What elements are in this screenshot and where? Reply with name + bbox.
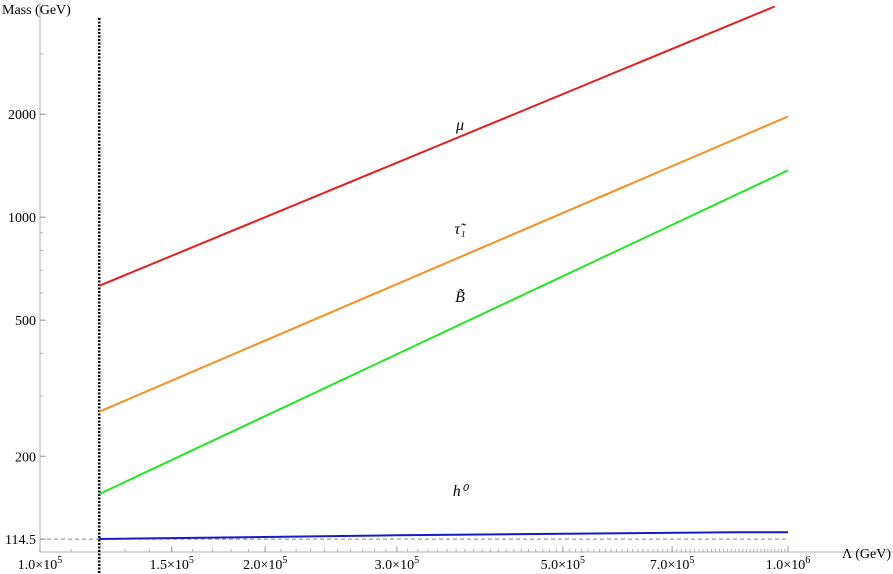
series-label: B̃ [455, 288, 465, 306]
x-tick-label: 5.0×105 [541, 555, 585, 573]
y-tick-label: 2000 [8, 108, 36, 123]
y-tick-label: 500 [15, 314, 36, 329]
series-label: τ̃₁ [454, 221, 467, 238]
series-line [98, 169, 789, 496]
series-label: h⁰ [453, 483, 470, 500]
x-tick-label: 1.0×105 [18, 555, 62, 573]
y-tick-label: 1000 [8, 211, 36, 226]
x-tick-label: 7.0×105 [650, 555, 694, 573]
series-line [98, 115, 789, 413]
series-label: μ [455, 117, 464, 134]
y-tick-label: 114.5 [5, 533, 36, 548]
series-line [98, 5, 776, 287]
x-tick-label: 3.0×105 [375, 555, 419, 573]
y-tick-label: 200 [15, 450, 36, 465]
x-tick-label: 2.0×105 [243, 555, 287, 573]
x-tick-label: 1.5×105 [150, 555, 194, 573]
x-tick-label: 1.0×106 [766, 555, 810, 573]
series-line [99, 531, 789, 540]
y-axis-title: Mass (GeV) [2, 3, 71, 18]
x-axis-title: Λ (GeV) [842, 547, 891, 562]
